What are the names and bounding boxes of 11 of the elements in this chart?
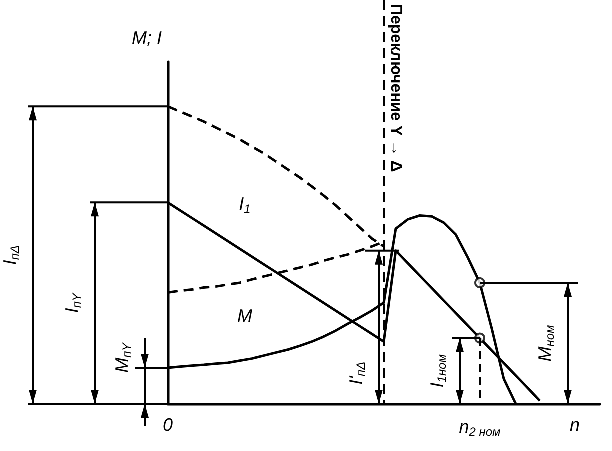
text: IпΔ xyxy=(0,245,22,266)
annotation: Переключение Y → Δ xyxy=(388,4,404,172)
x-tick-label: 0 xyxy=(162,415,174,435)
text: MпY xyxy=(112,342,134,373)
x-axis-title: n xyxy=(570,415,580,435)
annotation: I'пΔ xyxy=(346,362,368,385)
annotation: I1ном xyxy=(427,354,449,388)
y-axis-title: M; I xyxy=(132,28,162,48)
text: IпY xyxy=(62,292,84,314)
series-label: M xyxy=(238,306,252,326)
annotation: Mном xyxy=(535,325,557,362)
